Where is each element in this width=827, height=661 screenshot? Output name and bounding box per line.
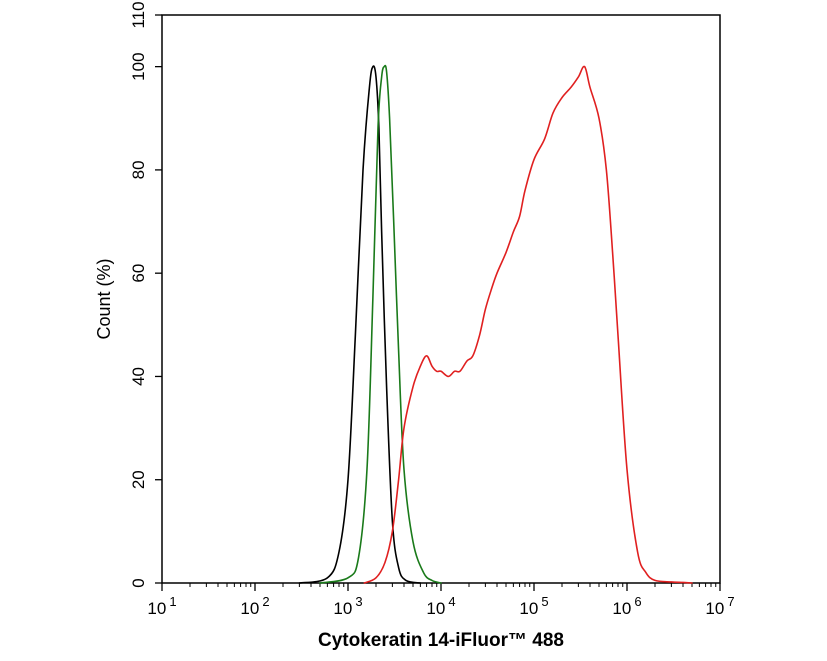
y-tick-label: 110 [129,1,148,28]
histogram-series-2 [319,64,442,584]
x-tick-base: 10 [612,599,631,618]
x-tick-exponent: 5 [541,594,548,609]
y-tick-label: 100 [129,52,148,80]
x-tick-exponent: 6 [634,594,641,609]
y-tick-label: 0 [129,578,148,587]
plot-frame [161,14,721,584]
x-tick-base: 10 [333,599,352,618]
x-tick-label: 10 4 [426,594,455,618]
x-tick-label: 10 7 [705,594,734,618]
histogram-series-1 [298,65,422,584]
x-tick-exponent: 2 [262,594,269,609]
y-axis: 0 20 40 60 80 100 110 [129,1,162,588]
y-tick-label: 40 [129,367,148,386]
x-tick-base: 10 [147,599,166,618]
x-tick-base: 10 [519,599,538,618]
histogram-series-3 [363,65,693,584]
series-layer [298,64,693,584]
y-tick-label: 60 [129,264,148,283]
x-tick-label: 10 6 [612,594,641,618]
x-axis-label: Cytokeratin 14-iFluor™ 488 [318,630,564,651]
y-tick-label: 80 [129,160,148,179]
y-tick-label: 20 [129,470,148,489]
x-tick-label: 10 3 [333,594,362,618]
x-axis: 10 1 10 2 10 3 10 4 10 5 10 6 10 7 [147,583,735,618]
y-axis-label: Count (%) [94,258,114,339]
x-tick-exponent: 3 [355,594,362,609]
x-tick-base: 10 [426,599,445,618]
x-tick-label: 10 1 [147,594,176,618]
x-tick-exponent: 4 [448,594,455,609]
x-tick-exponent: 1 [169,594,176,609]
x-tick-exponent: 7 [727,594,734,609]
x-tick-base: 10 [705,599,724,618]
x-tick-base: 10 [240,599,259,618]
x-tick-label: 10 5 [519,594,548,618]
x-tick-label: 10 2 [240,594,269,618]
